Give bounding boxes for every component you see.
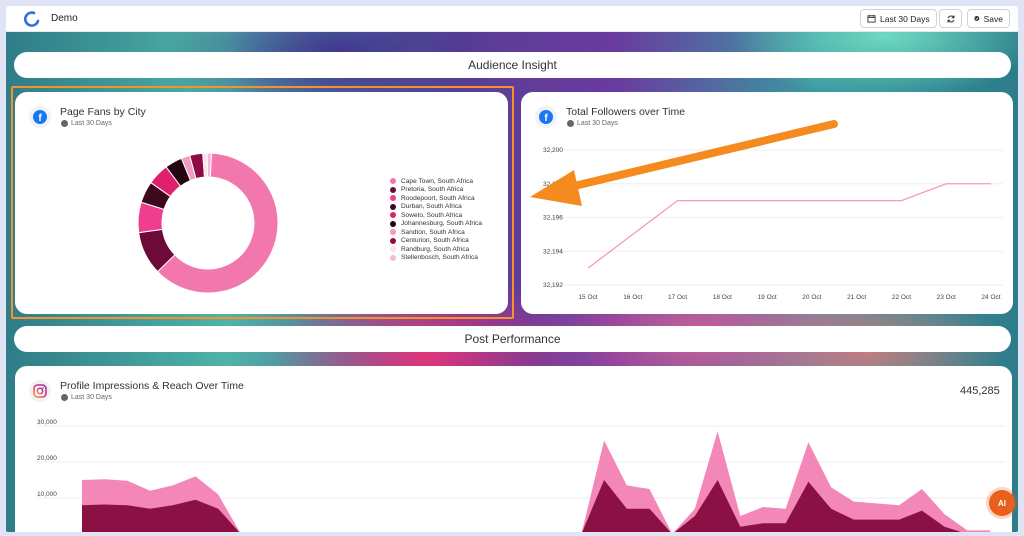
save-label: Save	[983, 13, 1003, 24]
y-tick-label: 32,192	[543, 282, 563, 289]
card-title: Profile Impressions & Reach Over Time	[60, 380, 244, 392]
legend-dot	[390, 186, 396, 193]
donut-legend: Cape Town, South Africa Pretoria, South A…	[390, 177, 482, 262]
card-profile-impressions: Profile Impressions & Reach Over Time La…	[15, 366, 1012, 532]
legend-label: Cape Town, South Africa	[401, 177, 474, 185]
card-title: Page Fans by City	[60, 106, 146, 118]
x-tick-label: 18 Oct	[713, 294, 732, 301]
donut-slice[interactable]	[156, 152, 279, 294]
section-title: Audience Insight	[468, 58, 557, 72]
clock-icon	[61, 394, 68, 401]
clock-icon	[61, 120, 68, 127]
legend-label: Roodepoort, South Africa	[401, 194, 475, 202]
area-series	[82, 480, 961, 532]
legend-dot	[390, 212, 396, 219]
legend-dot	[390, 254, 396, 261]
legend-label: Pretoria, South Africa	[401, 186, 464, 194]
y-tick-label: 32,200	[543, 147, 563, 154]
legend-dot	[390, 237, 396, 244]
legend-item[interactable]: Sandton, South Africa	[390, 228, 482, 237]
save-button[interactable]: Save	[967, 9, 1010, 28]
top-bar: Demo Last 30 Days Save	[6, 6, 1018, 32]
legend-item[interactable]: Stellenbosch, South Africa	[390, 254, 482, 263]
legend-label: Durban, South Africa	[401, 203, 462, 211]
followers-line	[587, 183, 991, 269]
legend-dot	[390, 220, 396, 227]
donut-chart	[137, 152, 279, 294]
legend-label: Sandton, South Africa	[401, 228, 465, 236]
ai-assistant-button[interactable]: AI	[989, 490, 1015, 516]
card-subtitle: Last 30 Days	[61, 394, 112, 401]
x-tick-label: 17 Oct	[668, 294, 687, 301]
legend-dot	[390, 178, 396, 185]
annotation-arrow	[530, 120, 838, 206]
legend-label: Johannesburg, South Africa	[401, 220, 483, 228]
legend-label: Centurion, South Africa	[401, 237, 469, 245]
legend-dot	[390, 203, 396, 210]
y-tick-label: 32,194	[543, 248, 563, 255]
section-title: Post Performance	[464, 332, 561, 346]
calendar-icon	[867, 14, 876, 23]
dashboard-frame: Demo Last 30 Days Save	[6, 6, 1018, 532]
impressions-area-chart: 10,000 20,000 30,000	[37, 419, 1005, 532]
refresh-button[interactable]	[939, 9, 962, 28]
date-range-button[interactable]: Last 30 Days	[860, 9, 937, 28]
donut-slice[interactable]	[206, 152, 213, 178]
x-tick-label: 15 Oct	[578, 294, 597, 301]
x-tick-label: 24 Oct	[981, 294, 1000, 301]
card-subtitle: Last 30 Days	[61, 120, 112, 127]
subtitle-text: Last 30 Days	[71, 394, 112, 401]
facebook-icon: f	[33, 110, 47, 124]
subtitle-text: Last 30 Days	[577, 120, 618, 127]
card-total-followers: f Total Followers over Time Last 30 Days…	[521, 92, 1013, 314]
card-page-fans-by-city: f Page Fans by City Last 30 Days	[15, 92, 508, 314]
x-tick-label: 22 Oct	[892, 294, 911, 301]
legend-item[interactable]: Johannesburg, South Africa	[390, 220, 482, 229]
x-tick-label: 16 Oct	[623, 294, 642, 301]
legend-item[interactable]: Randburg, South Africa	[390, 245, 482, 254]
legend-item[interactable]: Cape Town, South Africa	[390, 177, 482, 186]
refresh-icon	[947, 15, 954, 22]
instagram-icon	[33, 384, 47, 398]
app-logo-icon	[24, 11, 40, 27]
clock-icon	[567, 120, 574, 127]
section-post-performance: Post Performance	[14, 326, 1011, 352]
check-circle-icon	[974, 15, 980, 22]
legend-label: Randburg, South Africa	[401, 245, 470, 253]
app-name: Demo	[51, 13, 78, 24]
legend-label: Stellenbosch, South Africa	[401, 254, 478, 262]
y-tick-label: 30,000	[37, 419, 57, 426]
legend-dot	[390, 229, 396, 236]
date-range-label: Last 30 Days	[880, 13, 930, 24]
card-title: Total Followers over Time	[566, 106, 686, 118]
legend-label: Soweto, South Africa	[401, 211, 463, 219]
subtitle-text: Last 30 Days	[71, 120, 112, 127]
x-tick-label: 21 Oct	[847, 294, 866, 301]
total-value: 445,285	[960, 385, 1000, 397]
y-tick-label: 10,000	[37, 491, 57, 498]
legend-dot	[390, 195, 396, 202]
y-tick-label: 32,196	[543, 215, 563, 222]
legend-item[interactable]: Roodepoort, South Africa	[390, 194, 482, 203]
legend-item[interactable]: Pretoria, South Africa	[390, 186, 482, 195]
y-tick-label: 20,000	[37, 455, 57, 462]
legend-item[interactable]: Centurion, South Africa	[390, 237, 482, 246]
x-tick-label: 19 Oct	[758, 294, 777, 301]
facebook-icon: f	[539, 110, 553, 124]
x-tick-label: 20 Oct	[802, 294, 821, 301]
legend-item[interactable]: Soweto, South Africa	[390, 211, 482, 220]
card-subtitle: Last 30 Days	[567, 120, 618, 127]
x-tick-label: 23 Oct	[937, 294, 956, 301]
legend-dot	[390, 246, 396, 253]
section-audience-insight: Audience Insight	[14, 52, 1011, 78]
legend-item[interactable]: Durban, South Africa	[390, 203, 482, 212]
